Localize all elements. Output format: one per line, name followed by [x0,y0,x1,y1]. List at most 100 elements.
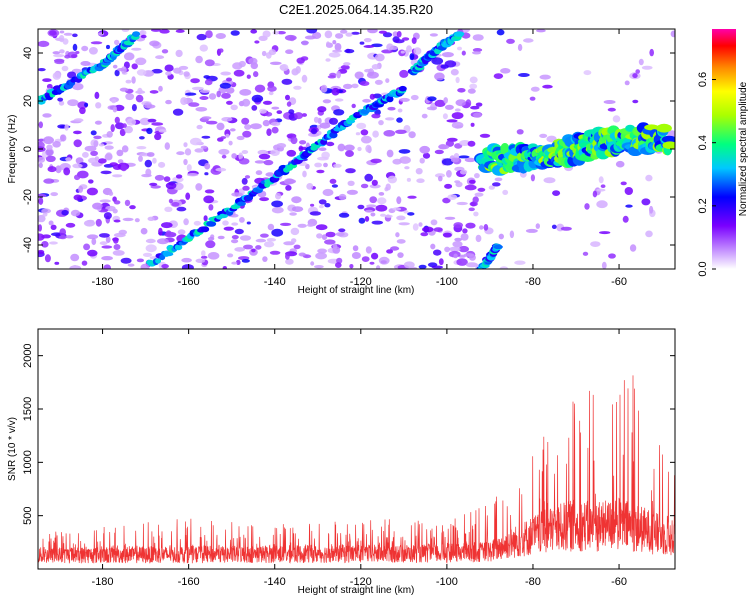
spectrogram-noise-cell [438,175,443,182]
spectrogram-noise-cell [262,30,271,38]
spectrogram-noise-cell [333,163,342,168]
spectrogram-noise-cell [431,265,444,269]
spectrogram-noise-cell [382,32,393,38]
spectrogram-noise-cell [180,97,188,106]
spectrogram-noise-cell [146,127,153,135]
spectrogram-noise-cell [59,30,65,34]
spectrogram-noise-cell [59,49,65,54]
spectrogram-noise-cell [190,137,202,146]
spectrogram-noise-cell [335,232,345,237]
spectrogram-noise-cell [296,57,305,64]
spectrogram-noise-cell [336,70,341,79]
spectrogram-noise-cell [323,162,328,168]
spectrogram-noise-cell [649,205,654,214]
spectrogram-noise-cell [421,113,428,119]
spectrogram-noise-cell [145,244,157,253]
spectrogram-noise-cell [72,69,83,73]
spectrogram-noise-cell [402,37,410,41]
spectrogram-noise-cell [129,205,136,210]
spectrogram-noise-cell [343,83,353,90]
spectrogram-noise-cell [112,64,118,69]
spectrogram-noise-cell [195,107,208,112]
spectrogram-noise-cell [52,72,61,80]
spectrogram-noise-cell [250,123,262,130]
spectrogram-noise-cell [291,238,297,244]
spectrogram-noise-cell [164,206,173,212]
spectrogram-noise-cell [539,74,551,80]
spectrogram-noise-cell [218,148,230,155]
spectrogram-noise-cell [87,219,95,223]
spectrogram-noise-cell [254,84,266,93]
spectrogram-noise-cell [272,30,279,35]
spectrogram-noise-cell [620,181,627,186]
spectrogram-noise-cell [454,237,462,242]
spectrogram-noise-cell [365,209,373,213]
spectrogram-noise-cell [140,34,147,39]
spectrogram-noise-cell [457,46,462,51]
spectrogram-noise-cell [479,225,484,230]
spectrogram-noise-cell [225,133,230,138]
spectrogram-feature-cell [398,85,407,92]
spectrogram-noise-cell [329,178,337,184]
spectrogram-noise-cell [227,253,234,258]
spectrogram-noise-cell [103,212,112,220]
spectrogram-noise-cell [345,150,354,158]
spectrogram-noise-cell [270,121,281,126]
spectrogram-noise-cell [204,172,209,176]
spectrogram-noise-cell [530,86,540,92]
spectrogram-noise-cell [101,245,113,249]
spectrogram-noise-cell [136,146,147,150]
spectrogram-noise-cell [298,252,306,257]
spectrogram-noise-cell [243,244,253,250]
spectrogram-noise-cell [293,244,301,250]
spectrogram-noise-cell [535,223,540,229]
spectrogram-noise-cell [54,261,60,265]
spectrogram-noise-cell [176,206,187,212]
spectrogram-noise-cell [201,250,206,257]
spectrogram-noise-cell [418,264,427,269]
spectrogram-noise-cell [135,94,144,103]
spectrogram-noise-cell [161,222,173,229]
spectrogram-noise-cell [351,252,361,259]
spectrogram-noise-cell [378,192,385,196]
spectrogram-noise-cell [154,133,162,141]
spectrogram-noise-cell [122,123,127,128]
spectrogram-feature-cell [661,135,675,144]
spectrogram-noise-cell [465,262,478,268]
spectrogram-noise-cell [142,252,153,257]
spectrogram-noise-cell [244,175,251,179]
spectrogram-noise-cell [412,223,419,231]
spectrogram-noise-cell [299,140,307,145]
spectrogram-noise-cell [460,233,469,241]
spectrogram-noise-cell [239,235,252,241]
snr-x-tick-label: -60 [611,576,627,588]
spectrogram-noise-cell [73,194,83,201]
spectrogram-noise-cell [465,99,472,107]
spectrogram-noise-cell [275,192,282,200]
spectrogram-noise-cell [442,113,448,120]
spectrogram-noise-cell [346,189,358,195]
spectrogram-noise-cell [622,215,629,223]
spectrogram-noise-cell [38,40,50,47]
spectrogram-noise-cell [475,102,483,107]
colorbar: 0.0 0.2 0.4 0.6 Normalized spectral amplitu… [697,29,749,277]
spectrogram-noise-cell [262,256,268,262]
spectrogram-noise-cell [231,192,244,197]
spectrogram-noise-cell [447,194,458,201]
snr-panel: -180 -160 -140 -120 -100 -80 -60 500 1000 1500 20… [7,328,676,596]
spectrogram-noise-cell [351,31,360,35]
spectrogram-noise-cell [266,128,272,136]
snr-x-tick-label: -80 [525,576,541,588]
spectrogram-feature-cell [155,258,162,264]
spectrogram-noise-cell [267,223,275,231]
spectrogram-noise-cell [492,182,501,187]
spectrogram-noise-cell [285,253,290,260]
spectrogram-noise-cell [98,233,110,238]
spectrogram-feature-cell [163,251,174,257]
snr-y-tick-label: 1500 [22,397,34,421]
spectrogram-noise-cell [551,224,557,229]
spectrogram-noise-cell [234,247,246,252]
spectrogram-noise-cell [149,90,159,94]
spectrogram-noise-cell [268,49,277,56]
spectrogram-noise-cell [458,155,470,159]
